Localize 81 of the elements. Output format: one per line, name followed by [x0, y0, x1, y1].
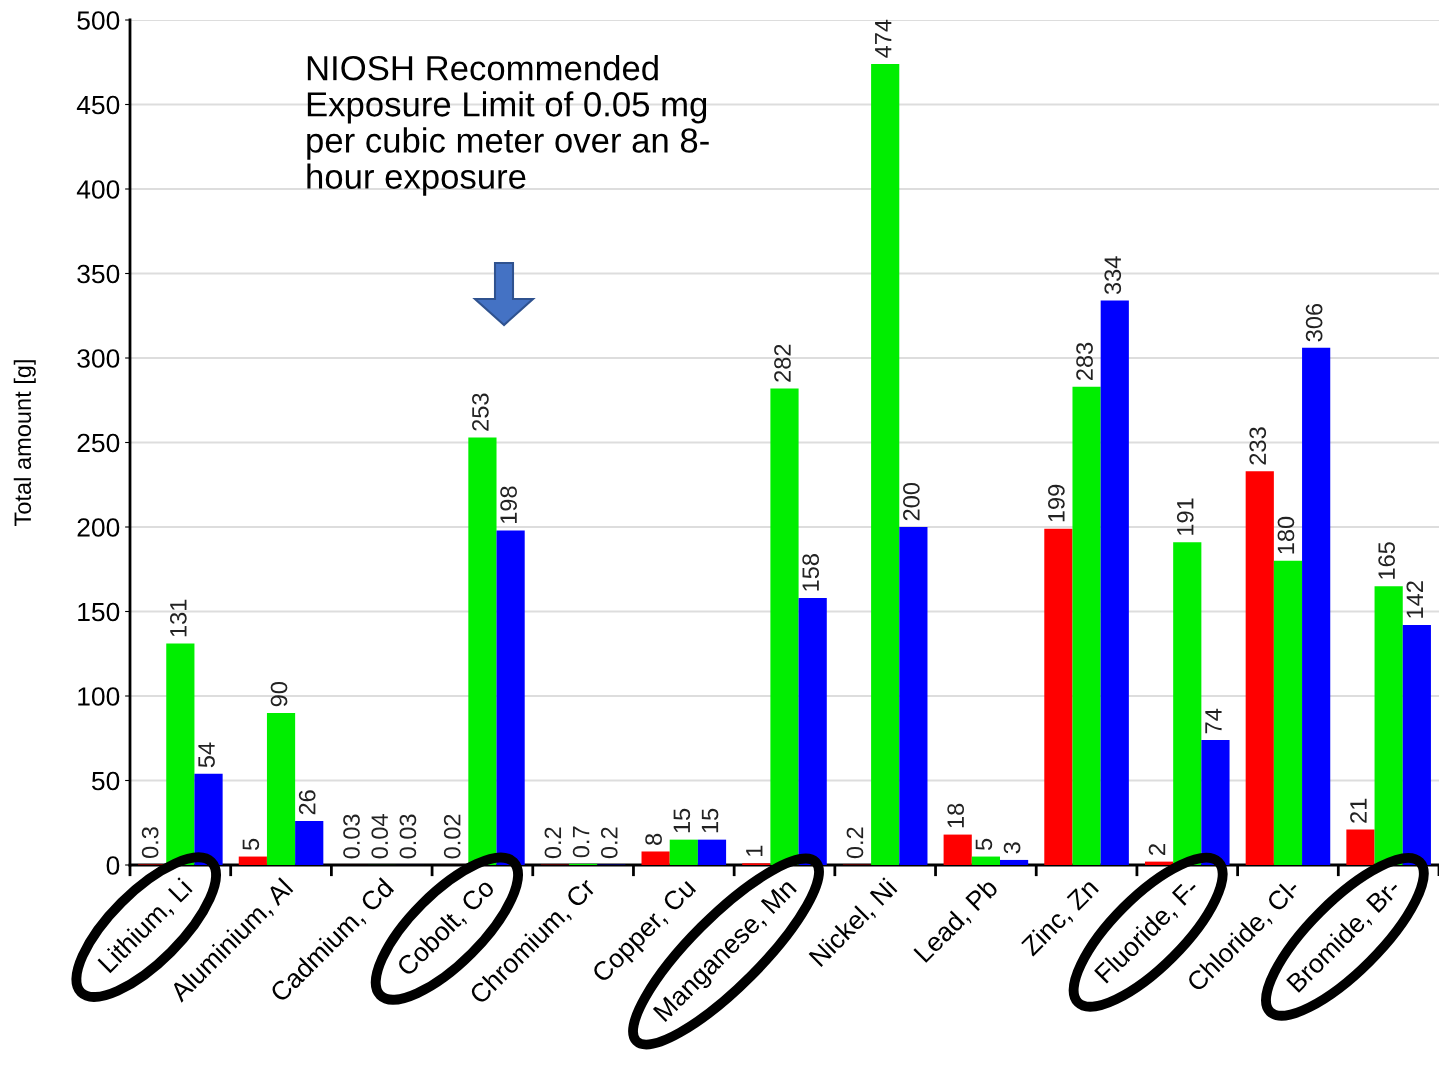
data-label: 21: [1350, 798, 1367, 823]
bar: [194, 773, 223, 865]
data-label: 5: [975, 838, 993, 851]
bar: [1402, 625, 1431, 865]
data-label: 283: [1076, 342, 1093, 380]
y-axis-title: Total amount [g]: [13, 360, 36, 526]
y-tick-label: 150: [78, 602, 120, 622]
bar: [943, 834, 972, 865]
bar: [798, 597, 827, 865]
bar: [1201, 739, 1230, 865]
y-tick-label: 250: [77, 433, 120, 453]
data-label: 1: [746, 845, 763, 856]
y-tick-label: 0: [106, 856, 120, 875]
data-label: 282: [774, 344, 791, 382]
bar: [1245, 471, 1274, 865]
y-tick-label: 100: [78, 687, 120, 706]
bar: [899, 527, 928, 865]
y-tick-label: 300: [77, 349, 120, 368]
data-label: 334: [1104, 256, 1122, 295]
data-label: 0.2: [544, 827, 562, 859]
x-tick-label: Zinc, Zn: [1019, 877, 1102, 959]
bar: [1173, 542, 1202, 865]
bar: [238, 856, 267, 865]
data-label: 131: [169, 599, 187, 637]
data-label: 18: [947, 803, 965, 828]
data-label: 253: [472, 393, 489, 431]
data-label: 3: [1003, 842, 1021, 854]
data-label: 0.7: [572, 826, 590, 858]
data-label: 158: [802, 554, 820, 591]
bar: [871, 63, 900, 865]
data-label: 180: [1277, 516, 1295, 554]
data-label: 15: [673, 808, 691, 833]
data-label: 191: [1176, 498, 1194, 535]
bar: [641, 851, 670, 865]
bar: [971, 856, 1000, 865]
bar: [770, 388, 799, 865]
data-label: 0.03: [399, 814, 417, 859]
data-label: 0.2: [600, 827, 618, 859]
data-label: 54: [198, 742, 215, 768]
annotation: NIOSH Recommended Exposure Limit of 0.05 mg per cubic meter over an 8- hour exposure: [307, 55, 709, 196]
data-label: 0.04: [371, 814, 389, 859]
data-label: 198: [500, 486, 517, 524]
data-label: 233: [1249, 427, 1267, 465]
bar: [1374, 586, 1403, 865]
bar: [1100, 300, 1129, 865]
data-label: 2: [1148, 844, 1166, 855]
data-label: 0.2: [846, 827, 864, 859]
data-label: 74: [1205, 708, 1222, 734]
bar: [1302, 347, 1331, 865]
bar: [266, 712, 296, 865]
data-label: 200: [903, 482, 920, 521]
bar: [1346, 829, 1375, 865]
bar: [1072, 386, 1101, 865]
data-label: 0.03: [343, 814, 360, 859]
bar: [669, 839, 698, 865]
y-tick-label: 450: [76, 95, 120, 115]
bar: [166, 643, 195, 865]
data-label: 90: [270, 682, 288, 707]
data-label: 0.02: [443, 814, 461, 859]
data-label: 474: [875, 19, 892, 58]
bar: [295, 821, 324, 865]
bar: [496, 530, 525, 865]
bar: [1273, 560, 1303, 865]
data-label: 5: [242, 838, 260, 851]
bar: [697, 839, 727, 865]
bar: [468, 437, 497, 865]
y-tick-label: 500: [77, 11, 120, 30]
data-label: 306: [1305, 303, 1323, 342]
data-label: 26: [298, 790, 316, 815]
data-label: 15: [701, 808, 719, 833]
data-label: 199: [1048, 484, 1065, 522]
data-label: 165: [1378, 542, 1395, 579]
data-label: 142: [1406, 581, 1423, 618]
y-tick-label: 200: [77, 518, 120, 537]
bar: [999, 859, 1029, 865]
y-tick-label: 50: [91, 771, 120, 791]
y-tick-label: 400: [76, 180, 120, 199]
bar: [1044, 528, 1073, 865]
y-tick-label: 350: [77, 264, 120, 284]
data-label: 0.3: [141, 827, 159, 859]
data-label: 8: [645, 833, 662, 845]
